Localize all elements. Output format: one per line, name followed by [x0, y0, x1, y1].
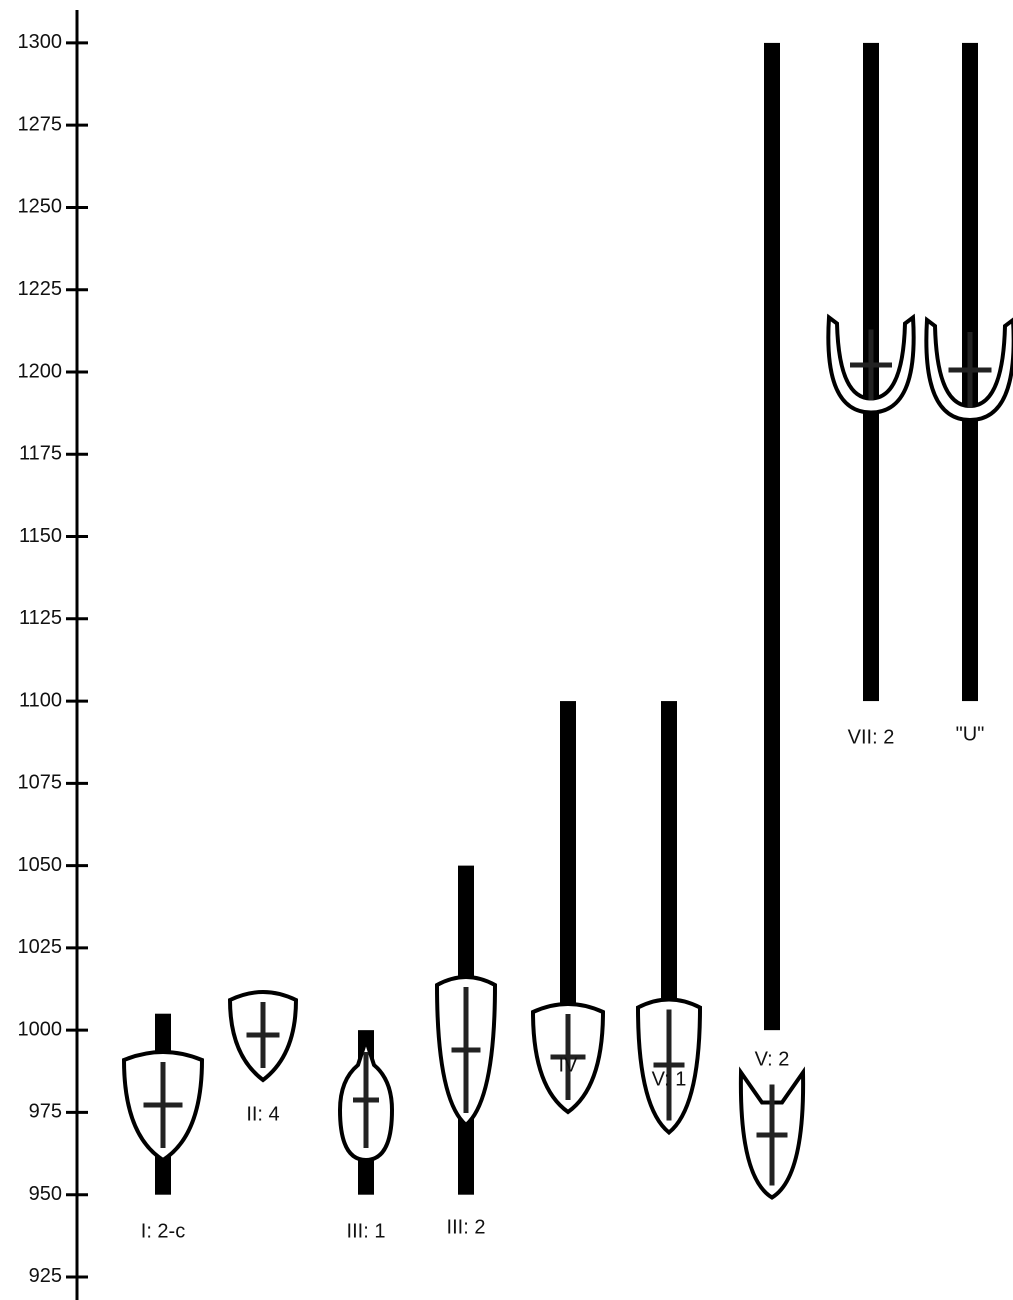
y-tick-label: 1000	[18, 1018, 63, 1040]
y-tick-label: 1125	[19, 607, 62, 629]
artifact-detail	[756, 1084, 788, 1186]
y-tick-label: 1025	[18, 936, 63, 958]
category-label: V: 1	[652, 1068, 687, 1090]
category-label: III: 1	[347, 1220, 386, 1242]
artifact-detail	[948, 332, 992, 408]
y-tick-label: 1050	[18, 854, 63, 876]
artifact-icon	[924, 316, 1013, 423]
artifact-detail	[353, 1052, 379, 1148]
artifact-detail	[246, 1002, 280, 1068]
y-tick-label: 1275	[18, 113, 63, 135]
y-tick-label: 1300	[18, 31, 63, 53]
y-tick-label: 1175	[19, 443, 62, 465]
artifact-icon	[826, 313, 916, 415]
y-tick-label: 1200	[18, 360, 63, 382]
y-tick-label: 1225	[18, 278, 63, 300]
artifact-detail	[653, 1009, 685, 1121]
range-bar	[560, 701, 576, 1031]
y-tick-label: 1250	[18, 196, 63, 218]
artifact-detail	[850, 329, 892, 401]
artifact-detail	[550, 1014, 586, 1100]
category-label: VII: 2	[848, 726, 895, 748]
category-label: II: 4	[246, 1103, 279, 1125]
y-tick-label: 1075	[18, 772, 63, 794]
category-label: V: 2	[755, 1048, 790, 1070]
category-label: IV	[559, 1054, 579, 1076]
range-bar	[764, 42, 780, 1031]
y-tick-label: 950	[29, 1183, 62, 1205]
category-label: I: 2-c	[141, 1220, 185, 1242]
y-tick-label: 1150	[19, 525, 62, 547]
artifact-detail	[451, 987, 481, 1113]
category-label: III: 2	[447, 1216, 486, 1238]
category-label: "U"	[956, 723, 985, 745]
range-bar	[661, 701, 677, 1047]
artifact-detail	[143, 1062, 183, 1148]
y-tick-label: 975	[29, 1101, 62, 1123]
y-tick-label: 925	[29, 1265, 62, 1287]
y-tick-label: 1100	[19, 689, 62, 711]
